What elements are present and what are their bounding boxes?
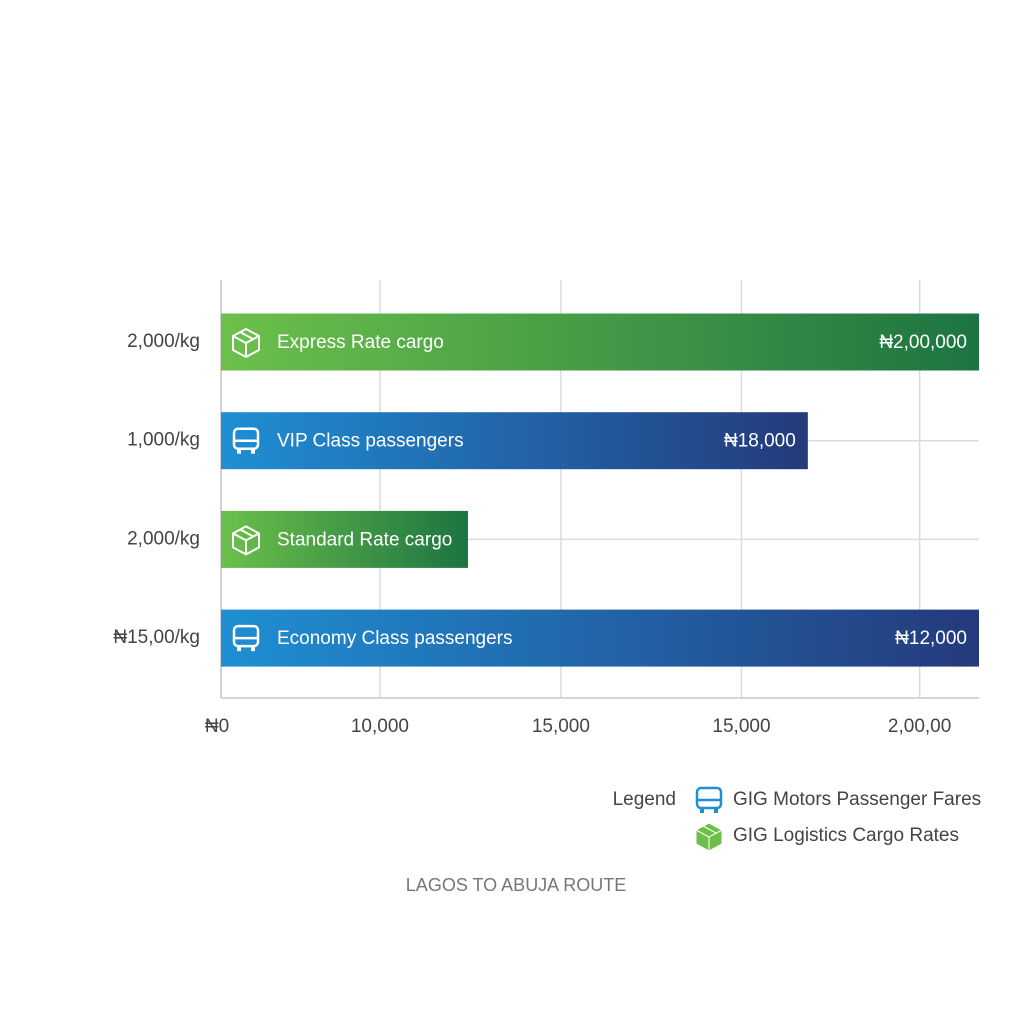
icon-part <box>237 448 241 454</box>
y-tick-label: 2,000/kg <box>127 528 200 549</box>
icon-part <box>232 331 260 357</box>
icon-part <box>232 427 260 450</box>
price-label: ₦2,00,000 <box>879 332 967 353</box>
icon-part <box>714 808 718 813</box>
x-tick-label: 2,00,00 <box>888 716 951 737</box>
bar-name: VIP Class passengers <box>277 431 464 452</box>
bus-icon <box>232 427 260 454</box>
bar <box>221 510 468 568</box>
footer: LAGOS TO ABUJA ROUTE <box>406 875 626 895</box>
price-label: ₦12,000 <box>895 628 967 649</box>
box-icon <box>232 525 260 556</box>
bus-icon <box>232 624 260 652</box>
x-tick-label: 15,000 <box>712 716 770 737</box>
icon-part <box>232 528 260 555</box>
x-tick-label: 15,000 <box>532 716 590 737</box>
icon-part <box>695 786 723 810</box>
y-tick-label: 2,000/kg <box>127 331 200 352</box>
bar-name: Express Rate cargo <box>277 332 444 353</box>
icon-part <box>251 646 255 652</box>
bar <box>221 412 808 470</box>
bus-icon <box>695 786 723 813</box>
bar <box>221 313 979 371</box>
y-tick-label: 1,000/kg <box>127 430 200 451</box>
legend-title: Legend <box>613 789 676 810</box>
bar <box>221 609 979 667</box>
y-tick-label: ₦15,00/kg <box>113 627 200 648</box>
bar-name: Economy Class passengers <box>277 628 513 649</box>
price-label: ₦18,000 <box>724 431 796 452</box>
x-tick-label: ₦0 <box>205 716 229 737</box>
icon-part <box>232 624 260 648</box>
icon-part <box>700 808 704 813</box>
icon-part <box>251 448 255 454</box>
x-tick-label: 10,000 <box>351 716 409 737</box>
bar-name: Standard Rate cargo <box>277 529 452 550</box>
legend-label: GIG Motors Passenger Fares <box>733 789 981 810</box>
legend-label: GIG Logistics Cargo Rates <box>733 825 959 846</box>
box-icon <box>695 822 723 852</box>
icon-part <box>695 825 723 851</box>
box-icon <box>232 328 260 358</box>
icon-part <box>237 646 241 652</box>
